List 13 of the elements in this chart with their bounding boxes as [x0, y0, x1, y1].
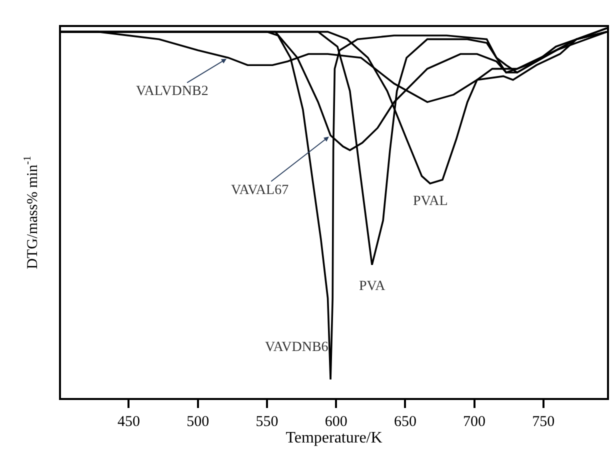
x-tick-label: 700 — [463, 414, 486, 430]
x-tick-label: 600 — [324, 414, 348, 430]
x-tick-label: 650 — [394, 414, 416, 430]
text: VAVAL67 — [231, 183, 289, 198]
x-tick-label: 750 — [532, 414, 555, 430]
x-axis-title: Temperature/K — [286, 430, 383, 447]
series-label: VAVDNB6 — [265, 340, 328, 355]
x-tick-label: 450 — [117, 414, 140, 430]
x-tick-label: 550 — [256, 414, 278, 430]
series-label: PVAL — [413, 194, 448, 209]
series-label: PVA — [359, 279, 386, 294]
x-tick-label: 500 — [186, 414, 210, 430]
text: VALVDNB2 — [136, 84, 208, 99]
